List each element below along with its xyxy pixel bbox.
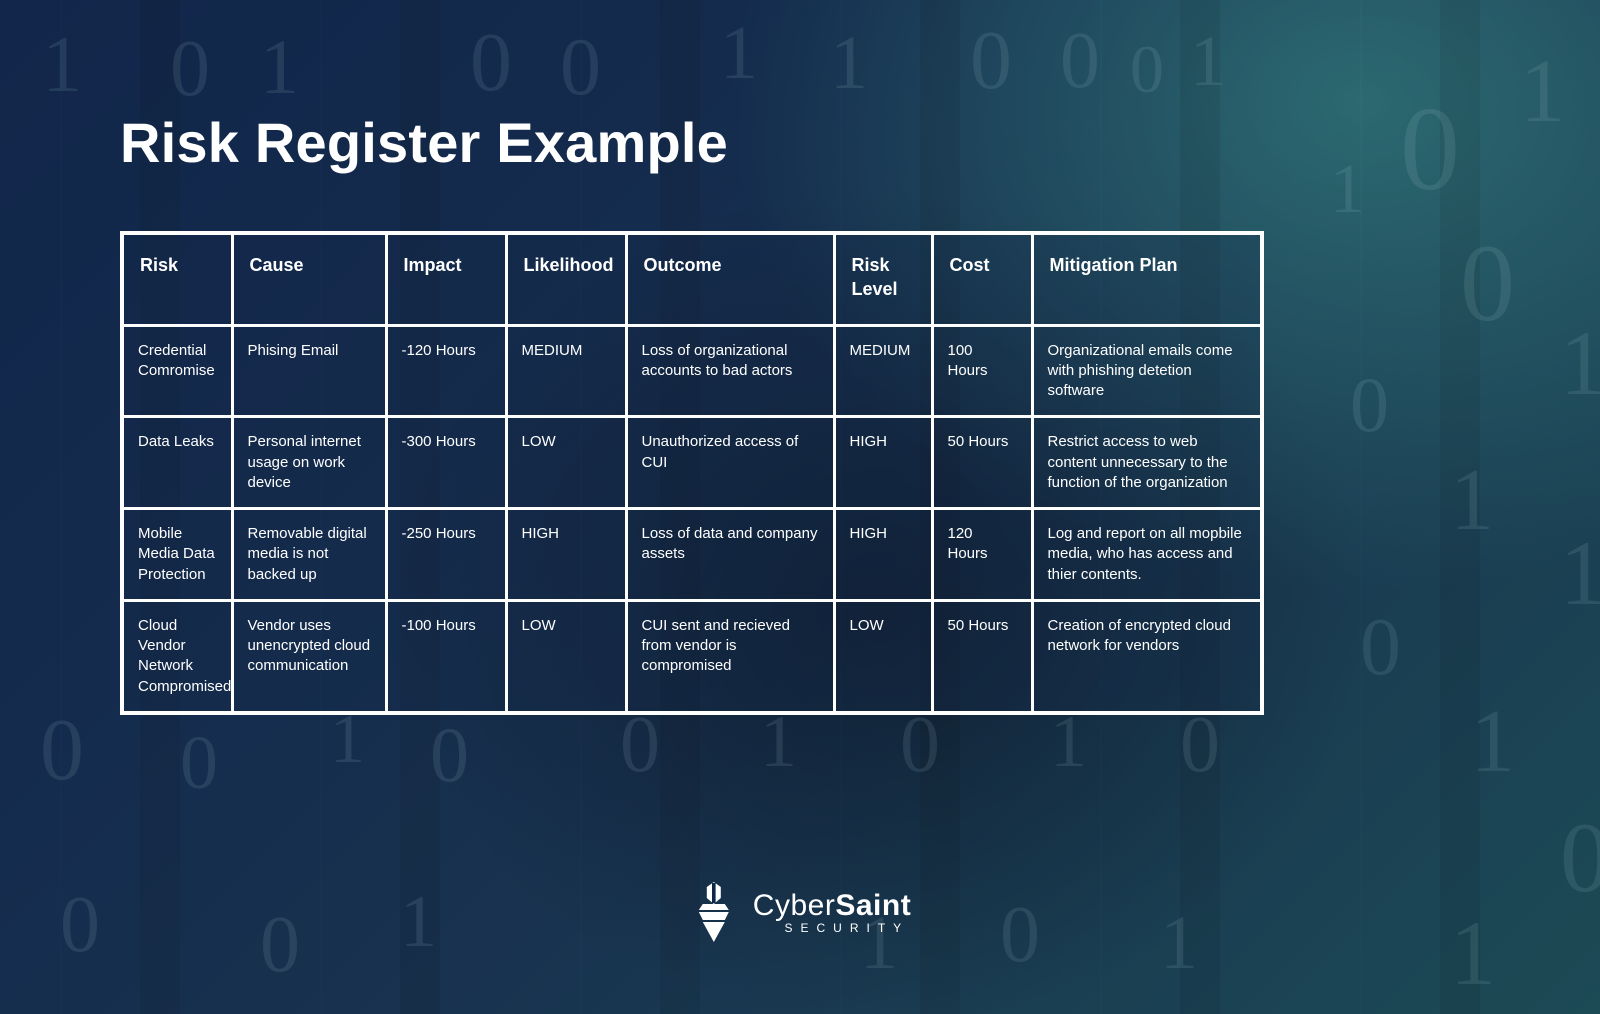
cell-risk: Cloud Vendor Network Compromised [122, 600, 232, 713]
table-header-row: Risk Cause Impact Likelihood Outcome Ris… [122, 233, 1262, 325]
cell-impact: -120 Hours [386, 325, 506, 417]
cell-outcome: Unauthorized access of CUI [626, 417, 834, 509]
cell-likelihood: HIGH [506, 509, 626, 601]
brand-name-bold: Saint [835, 889, 911, 922]
cell-risk_level: MEDIUM [834, 325, 932, 417]
col-header-outcome: Outcome [626, 233, 834, 325]
cell-risk_level: LOW [834, 600, 932, 713]
col-header-mitigation: Mitigation Plan [1032, 233, 1262, 325]
cell-mitigation: Restrict access to web content unnecessa… [1032, 417, 1262, 509]
brand-subline: SECURITY [753, 921, 911, 935]
cell-outcome: CUI sent and recieved from vendor is com… [626, 600, 834, 713]
col-header-cost: Cost [932, 233, 1032, 325]
cell-impact: -300 Hours [386, 417, 506, 509]
cell-impact: -250 Hours [386, 509, 506, 601]
cell-mitigation: Organizational emails come with phishing… [1032, 325, 1262, 417]
cell-risk_level: HIGH [834, 417, 932, 509]
risk-register-table: Risk Cause Impact Likelihood Outcome Ris… [120, 231, 1264, 715]
table-row: Mobile Media Data ProtectionRemovable di… [122, 509, 1262, 601]
cell-cost: 120 Hours [932, 509, 1032, 601]
col-header-cause: Cause [232, 233, 386, 325]
cell-cause: Personal internet usage on work device [232, 417, 386, 509]
col-header-risk: Risk [122, 233, 232, 325]
col-header-impact: Impact [386, 233, 506, 325]
brand-name-main: Cyber [753, 889, 836, 922]
cell-cost: 50 Hours [932, 600, 1032, 713]
cell-risk: Data Leaks [122, 417, 232, 509]
col-header-risk-level: Risk Level [834, 233, 932, 325]
cell-mitigation: Creation of encrypted cloud network for … [1032, 600, 1262, 713]
cell-cause: Phising Email [232, 325, 386, 417]
cell-risk: Mobile Media Data Protection [122, 509, 232, 601]
col-header-likelihood: Likelihood [506, 233, 626, 325]
cell-outcome: Loss of data and company assets [626, 509, 834, 601]
brand-logo: CyberSaint SECURITY [689, 880, 911, 944]
table-row: Credential ComromisePhising Email-120 Ho… [122, 325, 1262, 417]
cell-impact: -100 Hours [386, 600, 506, 713]
content-area: Risk Register Example Risk Cause Impact … [0, 0, 1600, 1014]
cell-cause: Vendor uses unencrypted cloud communicat… [232, 600, 386, 713]
cell-cost: 100 Hours [932, 325, 1032, 417]
cell-likelihood: LOW [506, 600, 626, 713]
table-row: Data LeaksPersonal internet usage on wor… [122, 417, 1262, 509]
cell-cause: Removable digital media is not backed up [232, 509, 386, 601]
cell-risk: Credential Comromise [122, 325, 232, 417]
cell-likelihood: LOW [506, 417, 626, 509]
cell-mitigation: Log and report on all mopbile media, who… [1032, 509, 1262, 601]
cell-outcome: Loss of organizational accounts to bad a… [626, 325, 834, 417]
page-title: Risk Register Example [120, 110, 1480, 175]
brand-text: CyberSaint SECURITY [753, 889, 911, 935]
cell-likelihood: MEDIUM [506, 325, 626, 417]
table-row: Cloud Vendor Network CompromisedVendor u… [122, 600, 1262, 713]
knight-icon [689, 880, 739, 944]
cell-risk_level: HIGH [834, 509, 932, 601]
cell-cost: 50 Hours [932, 417, 1032, 509]
